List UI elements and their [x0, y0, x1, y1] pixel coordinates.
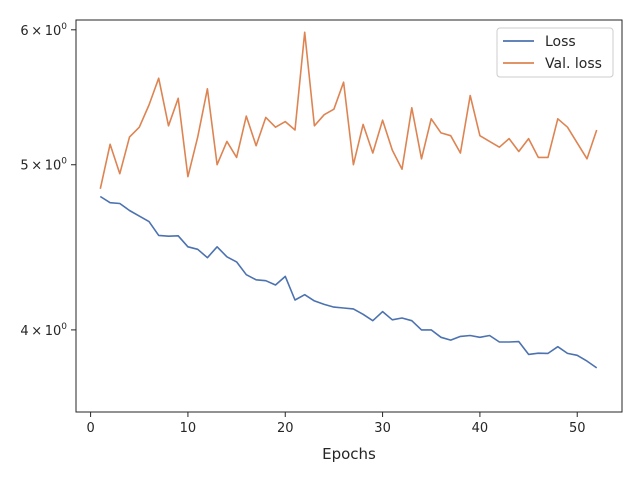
x-tick-label: 10 — [180, 421, 197, 436]
x-axis: 0 10 20 30 40 50 — [86, 412, 586, 436]
x-tick-label: 40 — [472, 421, 489, 436]
x-tick-label: 50 — [569, 421, 586, 436]
x-tick-label: 20 — [277, 421, 294, 436]
legend: Loss Val. loss — [496, 27, 614, 78]
x-tick-label: 0 — [86, 421, 94, 436]
y-tick-label: 4 × 100 — [20, 322, 67, 339]
series-line-val-loss — [99, 31, 598, 189]
y-axis: 4 × 100 5 × 100 6 × 100 — [20, 22, 76, 339]
y-tick-label: 5 × 100 — [20, 157, 67, 174]
x-tick-label: 30 — [374, 421, 391, 436]
x-axis-label: Epochs — [322, 445, 376, 463]
series-line-loss — [99, 195, 598, 369]
plot-lines — [99, 31, 598, 369]
legend-label-loss: Loss — [545, 34, 576, 50]
plot-frame — [75, 19, 623, 413]
y-tick-label: 6 × 100 — [20, 22, 67, 39]
legend-label-val-loss: Val. loss — [545, 56, 602, 72]
